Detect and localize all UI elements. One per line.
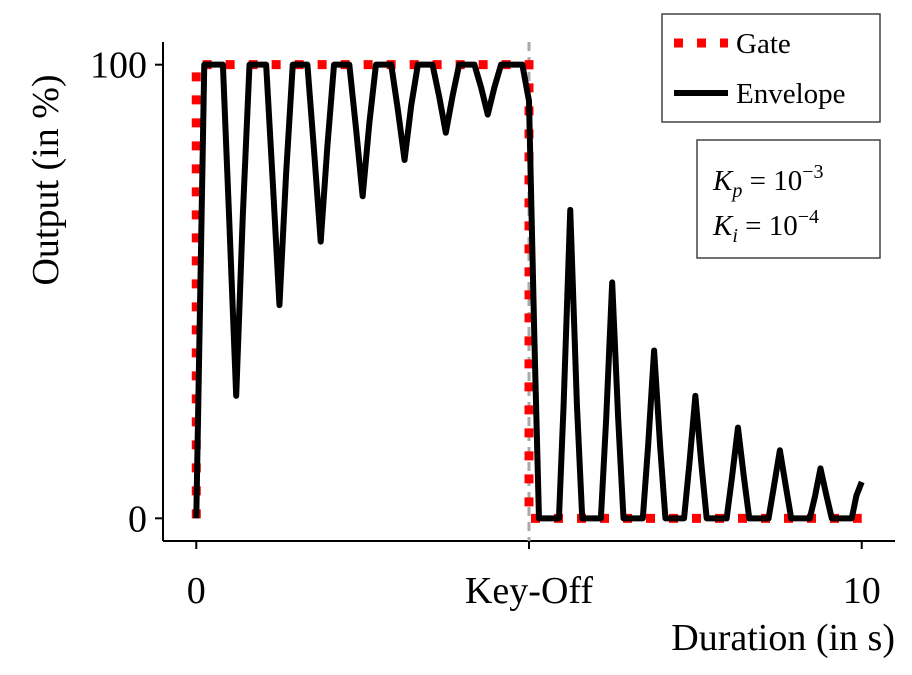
legend: Gate Envelope — [661, 13, 881, 123]
x-tick-label: 10 — [843, 570, 881, 612]
annotation-box — [696, 139, 881, 259]
annotation-sub: p — [730, 180, 742, 202]
series-line — [191, 60, 862, 523]
annotation-text: Kp = 10−3 — [712, 161, 823, 202]
annotation-rest: = 10 — [742, 165, 802, 197]
x-axis-label: Duration (in s) — [671, 617, 895, 659]
legend-label: Envelope — [736, 78, 846, 110]
y-tick-label: 0 — [128, 498, 147, 540]
annotation-rest: = 10 — [738, 210, 798, 242]
annotation-symbol: K — [712, 210, 734, 242]
annotation-exp: −4 — [798, 206, 819, 228]
legend-box — [661, 13, 881, 123]
series-line — [193, 61, 865, 522]
x-tick-label: 0 — [187, 570, 206, 612]
annotation-exp: −3 — [802, 161, 823, 183]
annotation-symbol: K — [712, 165, 734, 197]
legend-label: Gate — [736, 28, 791, 60]
annotation: Kp = 10−3Ki = 10−4 — [696, 139, 881, 259]
x-tick-label: Key-Off — [465, 570, 593, 612]
annotation-sub: i — [732, 225, 738, 247]
annotation-text: Ki = 10−4 — [712, 206, 819, 247]
y-tick-label: 100 — [90, 45, 147, 87]
y-axis-label: Output (in %) — [25, 74, 67, 285]
